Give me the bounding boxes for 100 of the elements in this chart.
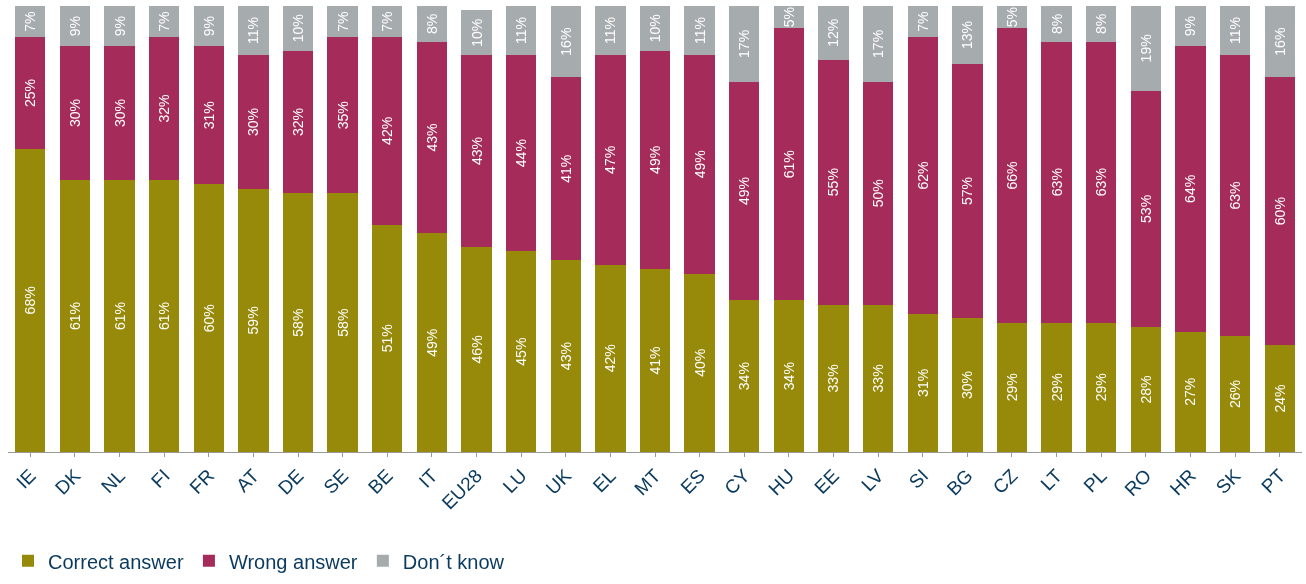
x-tick-label: IE xyxy=(12,465,40,493)
x-tick-label: CY xyxy=(720,464,755,499)
data-label: 55% xyxy=(825,168,842,197)
x-tick-label: IT xyxy=(414,464,442,492)
x-tick-label: ES xyxy=(676,465,710,498)
data-label: 49% xyxy=(736,177,753,206)
bar xyxy=(952,63,983,319)
bar xyxy=(238,6,269,56)
x-tick-label: DK xyxy=(50,464,85,499)
x-tick-label: MT xyxy=(630,464,665,500)
bar xyxy=(461,55,492,247)
data-label: 58% xyxy=(334,308,351,337)
data-label: 46% xyxy=(468,335,485,364)
bar xyxy=(104,179,135,452)
data-label: 17% xyxy=(736,29,753,58)
data-label: 62% xyxy=(914,161,931,190)
data-label: 60% xyxy=(1271,197,1288,226)
data-label: 33% xyxy=(870,364,887,393)
bar xyxy=(1041,322,1072,452)
data-label: 8% xyxy=(1048,13,1065,34)
data-label: 32% xyxy=(156,94,173,123)
data-label: 42% xyxy=(602,344,619,373)
data-label: 8% xyxy=(1093,13,1110,34)
bar xyxy=(1130,327,1161,452)
bar xyxy=(1175,6,1206,47)
data-label: 61% xyxy=(156,301,173,330)
x-tick-label: DE xyxy=(274,465,308,499)
bar xyxy=(505,55,537,252)
data-label: 45% xyxy=(513,337,530,366)
data-label: 66% xyxy=(1003,161,1020,190)
data-label: 17% xyxy=(870,29,887,58)
x-tick-label: LV xyxy=(857,464,888,496)
data-label: 11% xyxy=(513,17,530,45)
bar xyxy=(149,179,180,452)
bar xyxy=(818,59,849,305)
bar xyxy=(818,6,849,60)
data-label: 9% xyxy=(1182,15,1199,37)
data-label: 16% xyxy=(557,27,574,56)
data-label: 9% xyxy=(200,15,217,37)
data-label: 30% xyxy=(66,99,83,128)
data-label: 49% xyxy=(423,328,440,357)
x-tick-label: BE xyxy=(364,465,397,498)
data-label: 57% xyxy=(959,177,976,206)
data-label: 31% xyxy=(914,368,931,397)
bar xyxy=(684,6,715,56)
bar xyxy=(1130,6,1161,91)
data-label: 41% xyxy=(557,154,574,183)
data-label: 27% xyxy=(1182,377,1199,406)
bar xyxy=(639,50,671,270)
bar xyxy=(684,273,715,452)
bar xyxy=(238,55,269,189)
data-label: 44% xyxy=(513,139,530,168)
bar xyxy=(1086,322,1117,452)
x-tick-label: HR xyxy=(1165,465,1200,500)
data-label: 30% xyxy=(245,107,262,136)
bar xyxy=(15,148,46,452)
bar xyxy=(59,46,91,180)
x-tick-label: HU xyxy=(764,465,799,500)
data-label: 11% xyxy=(602,17,619,45)
x-tick-label: BG xyxy=(942,465,977,500)
bar xyxy=(461,246,492,452)
data-label: 61% xyxy=(66,301,83,330)
bar xyxy=(327,37,358,194)
bar xyxy=(1130,90,1161,328)
data-label: 12% xyxy=(825,18,842,47)
bar xyxy=(996,322,1028,452)
bar xyxy=(1086,41,1117,323)
x-tick-label: CZ xyxy=(988,464,1022,498)
bar xyxy=(193,184,224,452)
bar xyxy=(550,260,581,452)
bar xyxy=(505,251,537,452)
data-label: 16% xyxy=(1271,27,1288,56)
bar xyxy=(461,10,492,56)
bar xyxy=(1219,336,1251,452)
bar xyxy=(862,81,894,305)
bar xyxy=(282,193,314,452)
bar xyxy=(773,300,805,452)
bar xyxy=(550,6,581,78)
bar xyxy=(416,233,448,452)
data-label: 24% xyxy=(1271,384,1288,413)
bar xyxy=(996,28,1028,323)
bar xyxy=(193,46,224,185)
bar xyxy=(684,55,715,274)
bar xyxy=(1041,41,1072,323)
data-label: 42% xyxy=(379,116,396,145)
data-label: 49% xyxy=(691,150,708,179)
x-tick-label: PL xyxy=(1079,465,1111,497)
x-tick-label: EE xyxy=(810,465,844,498)
data-label: 43% xyxy=(468,136,485,165)
data-label: 31% xyxy=(200,101,217,130)
x-tick-label: AT xyxy=(231,464,264,497)
bar xyxy=(104,6,135,47)
data-label: 50% xyxy=(870,179,887,208)
bar xyxy=(15,37,46,149)
bar xyxy=(1175,46,1206,332)
data-label: 35% xyxy=(334,101,351,130)
data-label: 9% xyxy=(111,15,128,37)
x-tick-label: SE xyxy=(319,465,353,498)
data-label: 13% xyxy=(959,20,976,50)
data-label: 29% xyxy=(1048,373,1065,402)
